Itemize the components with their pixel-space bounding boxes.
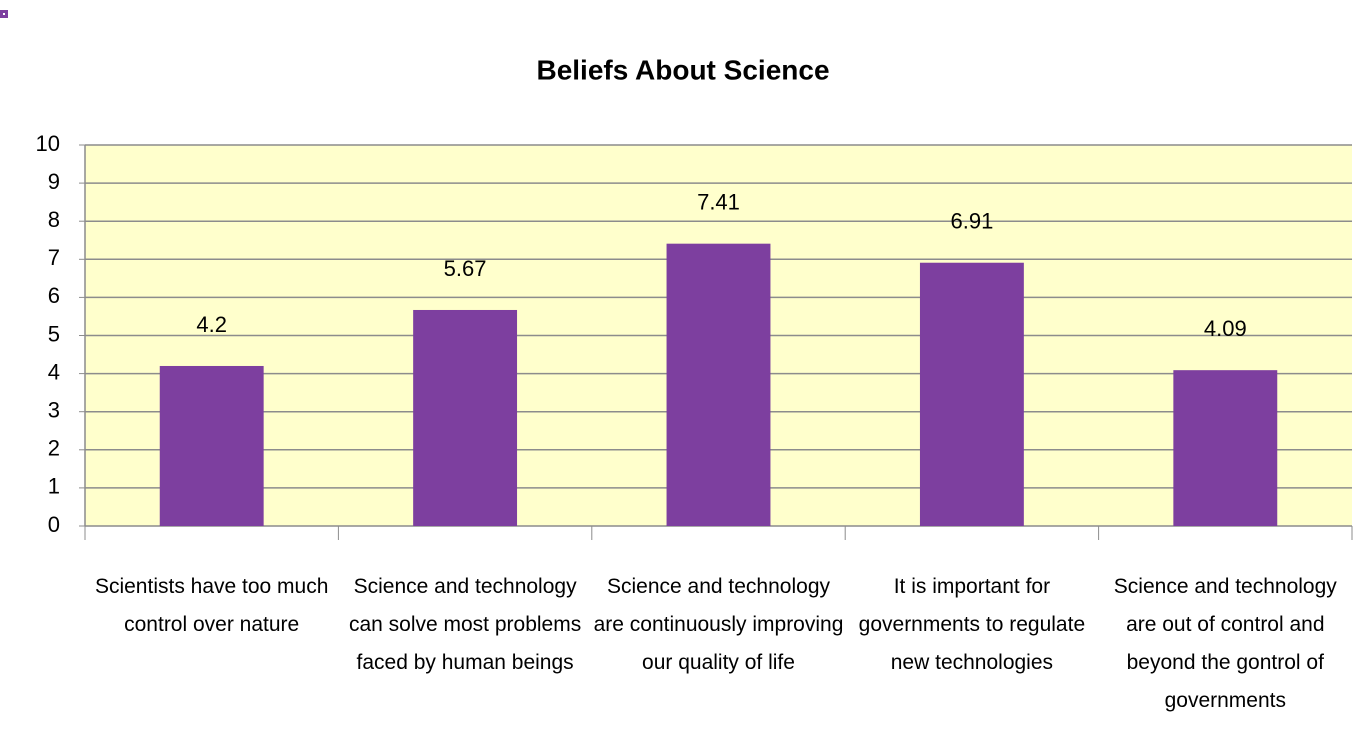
value-label: 4.09 — [1204, 316, 1247, 341]
bar — [159, 365, 264, 526]
y-tick-label: 8 — [48, 207, 60, 232]
value-label: 6.91 — [950, 209, 993, 234]
y-tick-label: 6 — [48, 283, 60, 308]
y-tick-label: 7 — [48, 245, 60, 270]
y-tick-label: 0 — [48, 512, 60, 537]
x-tick-label: Science and technology are out of contro… — [1113, 575, 1337, 712]
y-tick-label: 4 — [48, 359, 60, 384]
chart-title: Beliefs About Science — [536, 54, 829, 85]
y-tick-label: 3 — [48, 398, 60, 423]
x-tick-label: Science and technology can solve most pr… — [348, 575, 582, 674]
bar — [413, 309, 518, 526]
x-tick-label: Scientists have too much control over na… — [94, 575, 329, 636]
x-tick-label: It is important for governments to regul… — [858, 575, 1086, 674]
value-label: 7.41 — [697, 189, 740, 214]
y-tick-label: 5 — [48, 321, 60, 346]
value-label: 5.67 — [444, 256, 487, 281]
bar — [666, 243, 771, 526]
y-tick-label: 10 — [36, 131, 60, 156]
y-tick-label: 1 — [48, 474, 60, 499]
y-tick-label: 2 — [48, 436, 60, 461]
x-tick-label: Science and technology are continuously … — [593, 575, 844, 674]
value-label: 4.2 — [196, 312, 227, 337]
bar — [919, 262, 1024, 526]
corner-marker-dot — [3, 13, 5, 15]
bar — [1173, 370, 1278, 526]
y-tick-label: 9 — [48, 169, 60, 194]
